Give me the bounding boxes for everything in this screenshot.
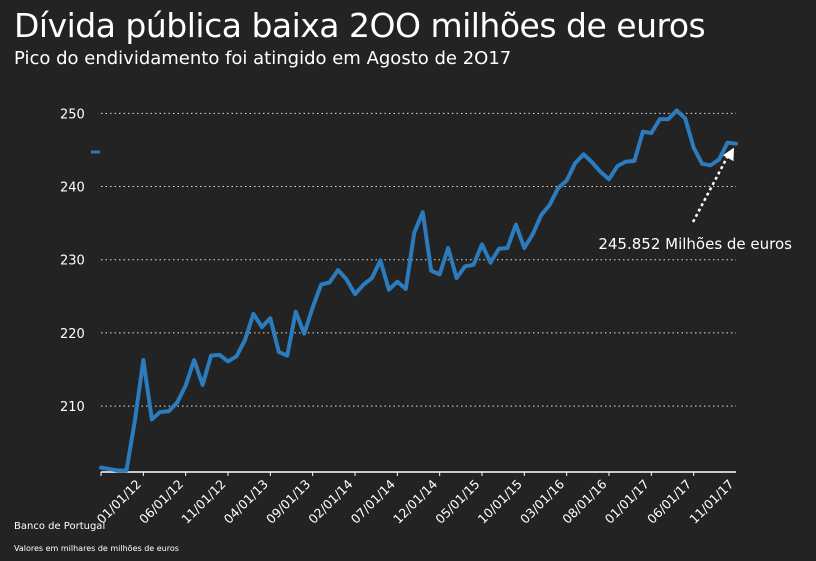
x-tick-label: 02/01/14	[305, 476, 355, 526]
annotation-label: 245.852 Milhões de euros	[598, 235, 792, 253]
x-tick-label: 05/01/15	[432, 476, 482, 526]
chart-subtitle: Pico do endividamento foi atingido em Ag…	[14, 48, 512, 69]
y-tick-label: 210	[60, 400, 85, 415]
debt-series-line	[99, 108, 738, 473]
units-note: Valores em milhares de milhões de euros	[14, 544, 179, 553]
annotation: 245.852 Milhões de euros	[598, 147, 792, 253]
x-tick-label: 07/01/14	[348, 476, 398, 526]
x-tick-label: 12/01/14	[390, 476, 440, 526]
x-tick-label: 08/01/16	[559, 476, 609, 526]
y-tick-label: 220	[60, 327, 85, 342]
grid	[91, 112, 736, 407]
y-axis-ticks: 210 220 230 240 250	[60, 107, 85, 415]
x-axis-ticks: 01/01/1206/01/1211/01/1204/01/1309/01/13…	[94, 472, 737, 527]
y-tick-label: 230	[60, 254, 85, 269]
y-tick-label: 250	[60, 107, 85, 122]
annotation-arrow-head	[722, 147, 734, 162]
y-tick-label: 240	[60, 181, 85, 196]
x-tick-label: 04/01/13	[221, 476, 271, 526]
x-tick-label: 10/01/15	[475, 476, 525, 526]
annotation-arrow-line	[691, 155, 730, 223]
series-layer	[99, 108, 738, 473]
source-label: Banco de Portugal	[14, 521, 106, 532]
x-tick-label: 01/01/17	[602, 476, 652, 526]
x-tick-label: 11/01/12	[178, 476, 228, 526]
chart-title: Dívida pública baixa 2OO milhões de euro…	[14, 6, 706, 45]
x-tick-label: 11/01/17	[686, 476, 736, 526]
x-tick-label: 01/01/12	[94, 476, 144, 526]
x-tick-label: 03/01/16	[517, 476, 567, 526]
x-tick-label: 06/01/12	[136, 476, 186, 526]
x-tick-label: 06/01/17	[644, 476, 694, 526]
x-tick-label: 09/01/13	[263, 476, 313, 526]
